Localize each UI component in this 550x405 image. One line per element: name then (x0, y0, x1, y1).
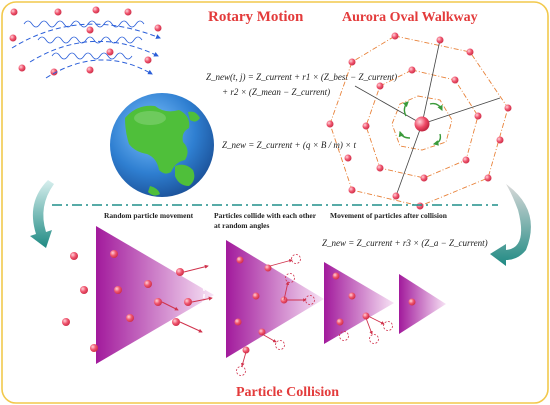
stage-2-arrows (241, 259, 307, 367)
stage-2-triangle (226, 240, 324, 358)
rotary-motion-title: Rotary Motion (208, 9, 304, 25)
dashed-arcs (11, 23, 161, 79)
particle-collision-title: Particle Collision (236, 385, 339, 400)
caption-particles-collide-line-1: Particles collide with each other (214, 211, 317, 220)
swirl-arrows (398, 101, 443, 146)
earth-globe-icon (110, 93, 214, 197)
stage-2-particles (234, 256, 288, 354)
stage-3-arrows (365, 315, 385, 335)
caption-particles-collide-line-2: at random angles (214, 221, 270, 230)
equations-top: Z_new(t, j) = Z_current + r1 × (Z_best −… (206, 72, 397, 150)
aurora-oval-panel: Aurora Oval Walkway (326, 10, 512, 210)
equation-1-line-1: Z_new(t, j) = Z_current + r1 × (Z_best −… (206, 72, 397, 82)
rotary-particles (9, 6, 162, 76)
stage-3-ghost-particles (339, 321, 393, 344)
equation-1-line-2: + r2 × (Z_mean − Z_current) (222, 87, 330, 97)
caption-movement-after-collision: Movement of particles after collision (330, 211, 448, 220)
stage-2-ghost-particles (236, 254, 315, 376)
collision-panel: Random particle movement Particles colli… (62, 211, 488, 400)
rotary-motion-panel: Rotary Motion (9, 6, 304, 197)
caption-random-particle-movement: Random particle movement (104, 211, 194, 220)
equation-2: Z_new = Z_current + (q × B / m) × t (222, 140, 356, 150)
stage-3-particles (332, 272, 370, 326)
stage-1-arrows (161, 264, 213, 333)
aurora-oval-walkway-title: Aurora Oval Walkway (342, 10, 478, 25)
stage-4-triangle (399, 274, 446, 334)
curved-arrow-icon (30, 180, 54, 248)
stage-1-triangle (96, 226, 214, 364)
wavy-trajectories (23, 20, 145, 60)
collision-arc (169, 266, 205, 325)
central-particle (414, 116, 430, 132)
stage-4-particle (408, 298, 416, 306)
equation-3: Z_new = Z_current + r3 × (Z_a − Z_curren… (322, 238, 488, 248)
aurora-particles (326, 32, 512, 210)
curved-arrow-icon (490, 184, 531, 266)
radial-spokes (354, 39, 501, 197)
stage-1-particles (62, 250, 192, 352)
